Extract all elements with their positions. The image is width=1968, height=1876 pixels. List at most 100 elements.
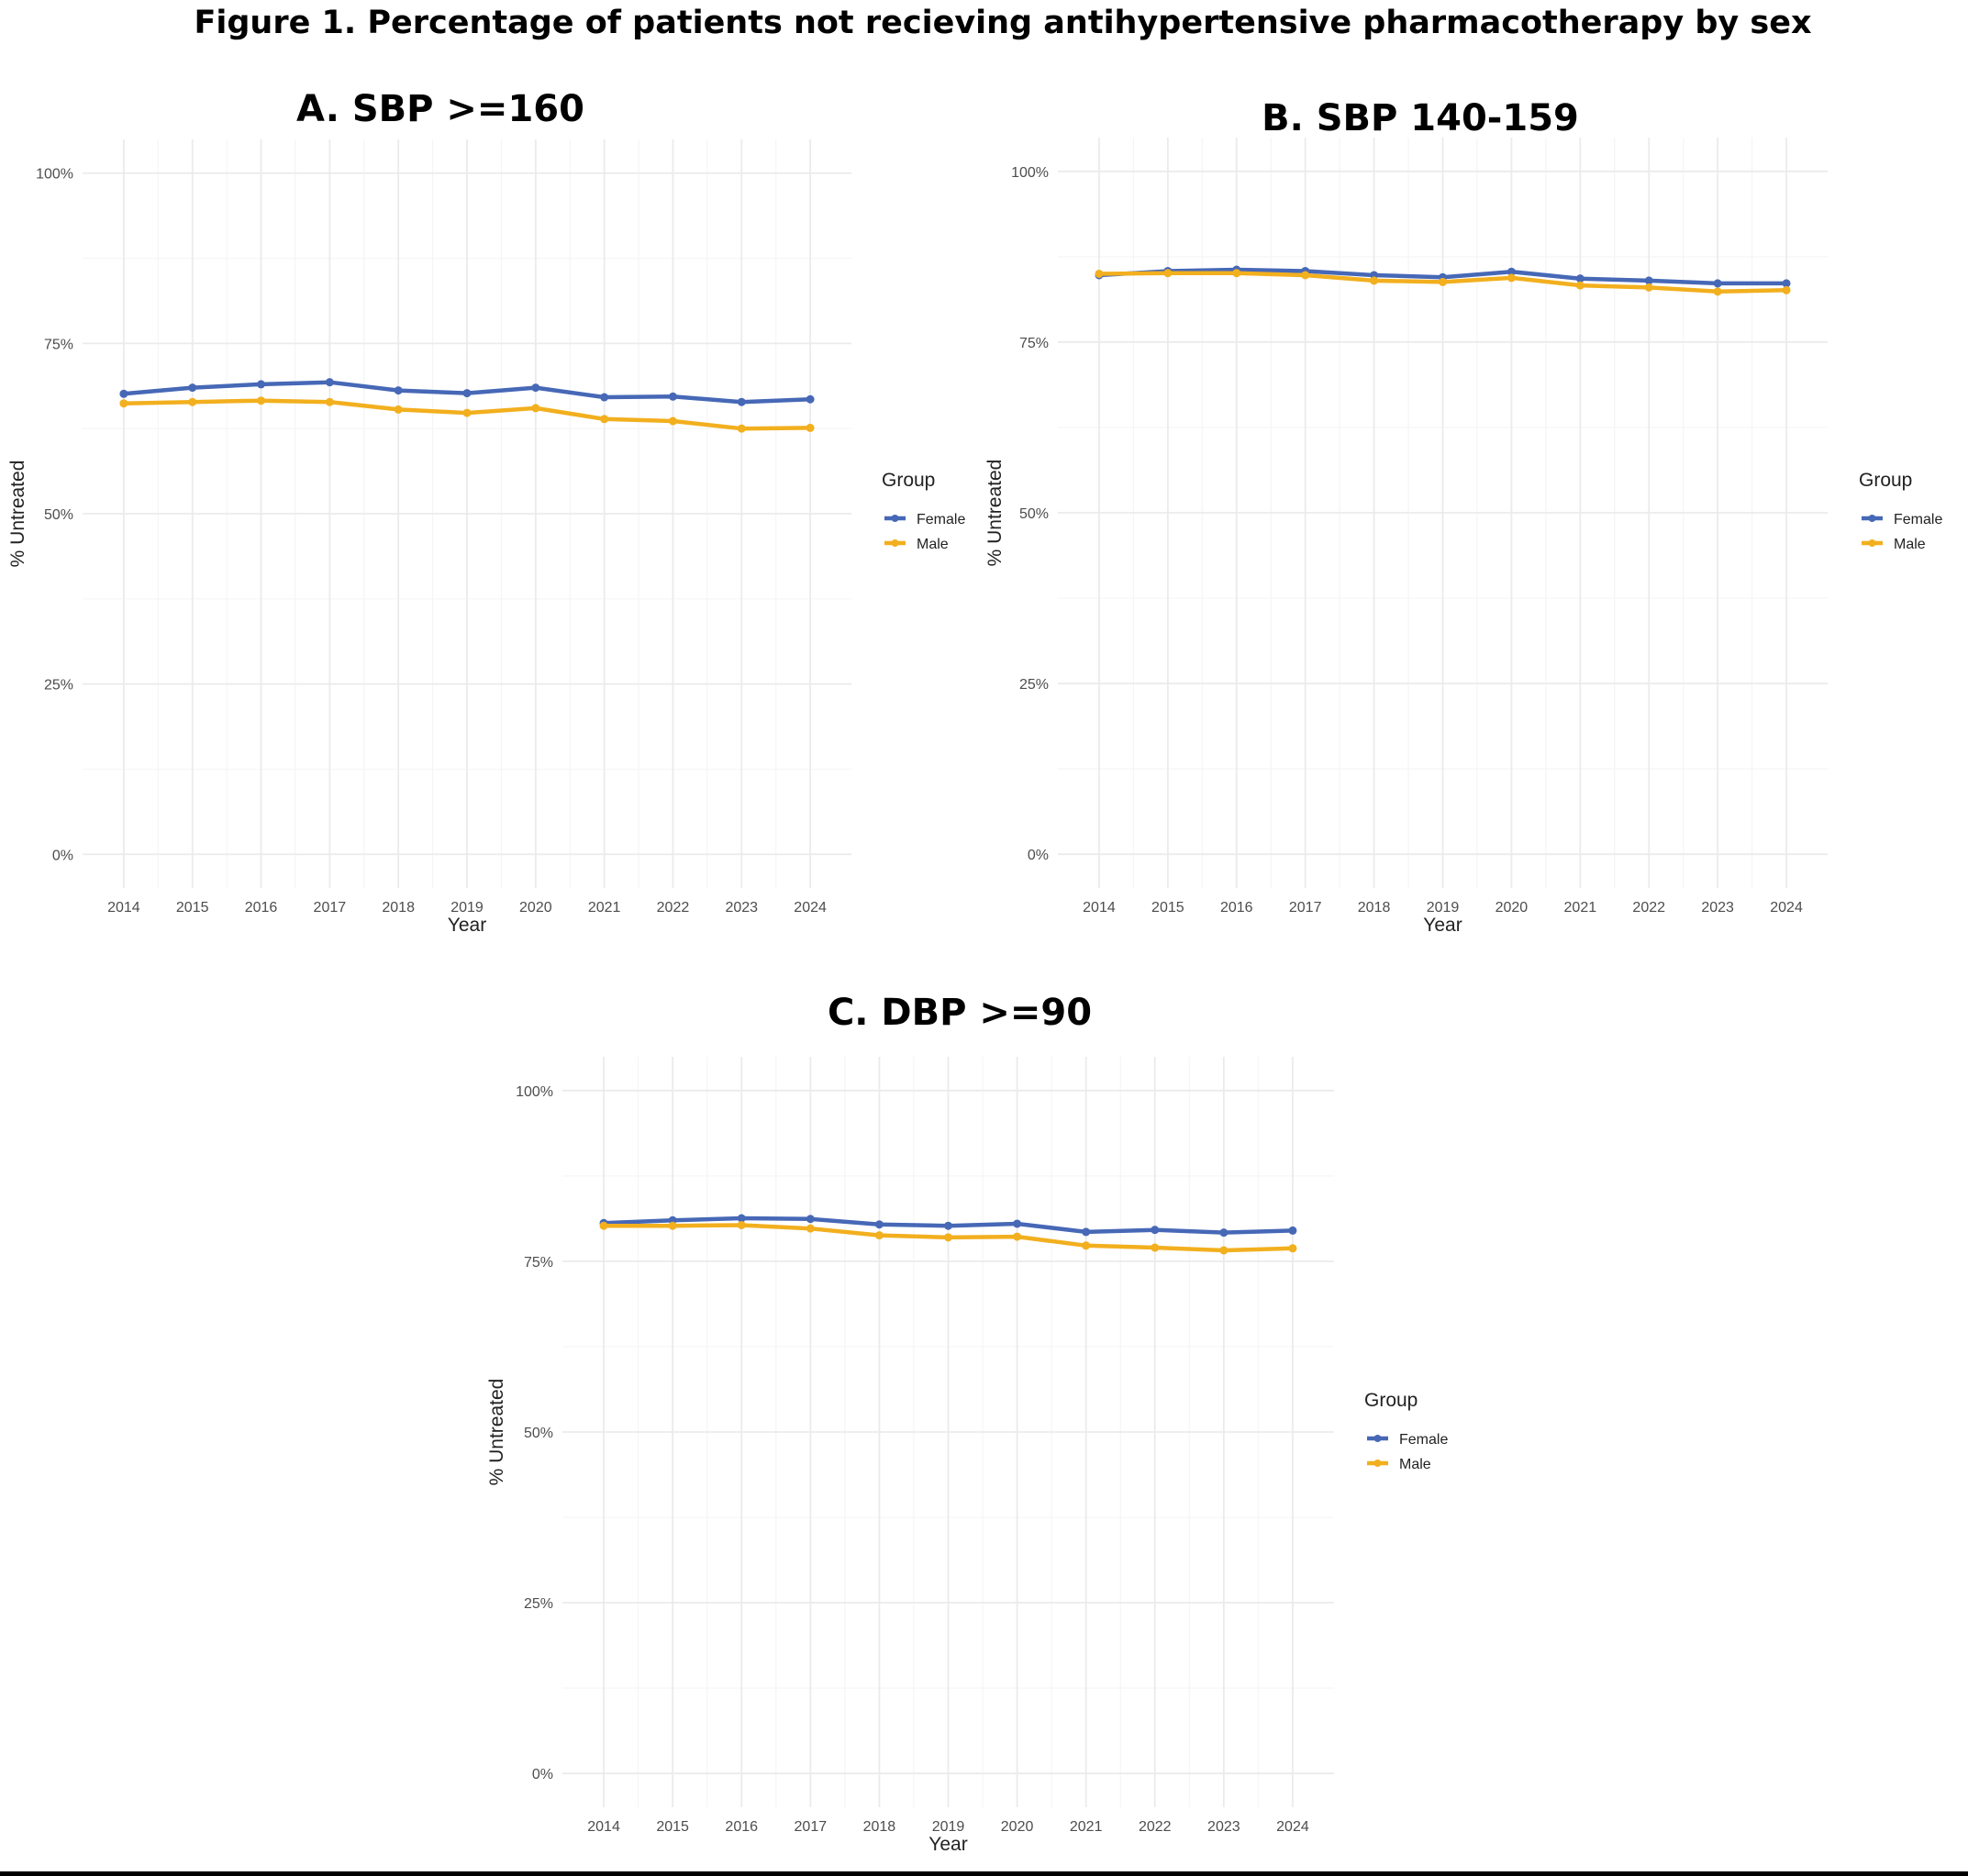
x-tick-label: 2024 (794, 900, 827, 916)
x-tick-label: 2023 (725, 900, 758, 916)
data-point-male (1232, 269, 1241, 278)
data-point-male (1013, 1232, 1022, 1241)
data-point-female (325, 378, 334, 387)
data-point-male (1151, 1243, 1160, 1252)
data-point-female (1082, 1227, 1091, 1237)
legend-key-point-male (1868, 539, 1876, 547)
data-point-female (188, 383, 197, 393)
x-tick-label: 2020 (1495, 900, 1529, 916)
x-tick-label: 2024 (1276, 1819, 1309, 1835)
y-tick-label: 0% (52, 848, 73, 863)
data-point-male (600, 415, 609, 424)
figure-title: Figure 1. Percentage of patients not rec… (194, 5, 1812, 41)
data-point-male (874, 1231, 884, 1240)
legend: Group Female Male (1859, 470, 1942, 552)
data-point-male (462, 408, 472, 417)
y-axis-title: % Untreated (7, 461, 28, 568)
data-point-male (394, 405, 403, 414)
y-tick-label: 100% (36, 167, 73, 183)
data-point-male (1713, 287, 1722, 296)
data-point-male (806, 423, 815, 432)
x-tick-label: 2016 (1220, 900, 1253, 916)
y-tick-label: 25% (524, 1596, 553, 1612)
y-tick-label: 75% (44, 337, 73, 352)
legend-key-point-male (1373, 1460, 1382, 1467)
legend: Group Female Male (882, 470, 965, 552)
data-point-male (668, 1221, 677, 1230)
x-tick-label: 2023 (1207, 1819, 1240, 1835)
x-axis-title: Year (1423, 915, 1462, 936)
data-point-male (188, 397, 197, 406)
x-tick-label: 2017 (1289, 900, 1322, 916)
x-tick-label: 2024 (1770, 900, 1803, 916)
legend-label-male: Male (917, 537, 949, 552)
data-point-female (1644, 276, 1653, 285)
data-point-female (1713, 279, 1722, 288)
data-point-male (119, 399, 128, 408)
data-point-female (394, 386, 403, 395)
data-point-male (1507, 273, 1516, 283)
data-point-female (806, 394, 815, 404)
x-tick-label: 2018 (382, 900, 415, 916)
panel-b: 0% 25% 50% 75% 100% 2014 2015 2016 2017 2018 2019 2… (984, 97, 1942, 936)
y-tick-label: 25% (1019, 677, 1049, 693)
y-axis-title: % Untreated (486, 1379, 507, 1486)
legend-key-point-female (1373, 1435, 1382, 1442)
data-point-male (599, 1221, 608, 1230)
data-point-male (257, 396, 266, 405)
data-point-female (1013, 1219, 1022, 1228)
x-tick-label: 2023 (1701, 900, 1734, 916)
data-point-female (462, 389, 472, 398)
data-point-male (1082, 1241, 1091, 1250)
y-tick-label: 100% (516, 1084, 553, 1100)
x-tick-label: 2019 (932, 1819, 965, 1835)
legend-label-female: Female (1894, 512, 1942, 527)
x-tick-label: 2019 (1427, 900, 1460, 916)
x-tick-label: 2022 (1632, 900, 1665, 916)
x-tick-label: 2018 (1358, 900, 1391, 916)
data-point-female (944, 1221, 952, 1230)
legend-key-point-female (1868, 515, 1876, 522)
x-tick-label: 2015 (176, 900, 209, 916)
data-point-male (737, 1220, 746, 1229)
data-point-male (1301, 271, 1310, 280)
y-tick-label: 50% (1019, 506, 1049, 522)
data-point-male (944, 1233, 952, 1242)
x-tick-label: 2015 (1151, 900, 1184, 916)
x-tick-label: 2017 (795, 1819, 828, 1835)
y-tick-label: 50% (524, 1426, 553, 1441)
legend-label-male: Male (1399, 1457, 1431, 1472)
y-tick-label: 75% (1019, 336, 1049, 351)
legend-key-point-female (891, 515, 899, 522)
data-point-male (1288, 1244, 1297, 1253)
x-tick-label: 2021 (588, 900, 621, 916)
x-tick-label: 2015 (656, 1819, 689, 1835)
legend-key-point-male (891, 539, 899, 547)
data-point-female (1151, 1226, 1160, 1235)
panel-a: 0% 25% 50% 75% 100% 2014 2015 2016 2017 2018 2019 2… (7, 88, 965, 936)
data-point-male (1782, 285, 1791, 294)
x-axis-title: Year (448, 915, 486, 936)
panel-title: C. DBP >=90 (828, 992, 1092, 1034)
data-point-female (737, 1214, 746, 1223)
x-tick-label: 2019 (450, 900, 484, 916)
data-point-male (668, 416, 677, 426)
y-tick-label: 25% (44, 678, 73, 694)
data-point-female (737, 397, 746, 406)
legend: Group Female Male (1364, 1390, 1448, 1472)
y-tick-label: 50% (44, 507, 73, 523)
y-tick-label: 100% (1011, 165, 1049, 181)
data-point-male (1370, 276, 1379, 285)
data-point-male (325, 397, 334, 406)
panel-title: A. SBP >=160 (296, 88, 584, 130)
data-point-female (531, 383, 540, 393)
data-point-female (1782, 279, 1791, 288)
x-tick-label: 2016 (245, 900, 278, 916)
x-tick-label: 2022 (657, 900, 690, 916)
data-point-female (1288, 1226, 1297, 1235)
data-point-male (1575, 281, 1584, 290)
panel-title: B. SBP 140-159 (1262, 97, 1579, 139)
y-tick-label: 0% (532, 1767, 553, 1782)
y-axis-title: % Untreated (984, 460, 1006, 567)
